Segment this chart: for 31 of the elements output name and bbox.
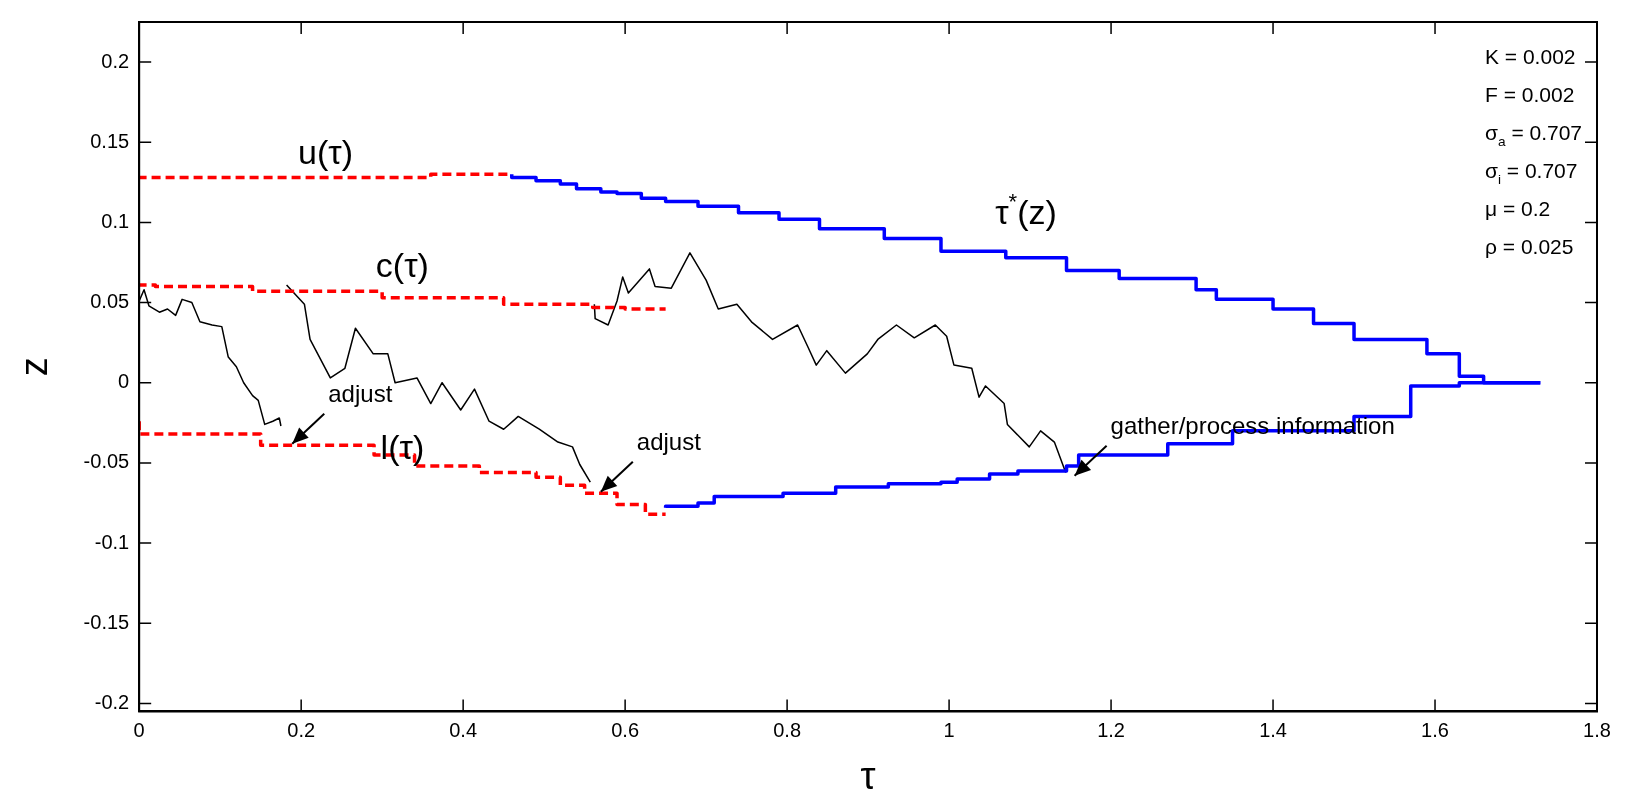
x-axis-title: τ [860, 754, 876, 797]
y-tick-label: 0.15 [90, 129, 130, 152]
y-axis-title: z [13, 357, 56, 377]
series-label: l(τ) [380, 427, 425, 466]
y-tick-label: 0.05 [90, 290, 130, 313]
series-label: u(τ) [297, 132, 353, 171]
annotation: adjust [636, 427, 702, 455]
y-tick-label: 0.2 [101, 49, 130, 72]
y-tick-label: -0.05 [83, 450, 130, 473]
x-tick-label: 0.8 [773, 718, 802, 741]
y-tick-label: 0 [118, 370, 130, 393]
series-label: τ*(z) [995, 189, 1057, 232]
y-tick-label: -0.2 [94, 690, 130, 713]
y-tick-label: 0.1 [101, 209, 130, 232]
x-tick-label: 0.4 [449, 718, 478, 741]
x-tick-label: 1 [943, 718, 955, 741]
annotation: adjust [328, 379, 393, 407]
x-tick-label: 1.6 [1421, 718, 1449, 741]
x-tick-label: 1.2 [1097, 718, 1125, 741]
x-tick-label: 0.6 [611, 718, 640, 741]
annotation: ρ = 0.025 [1485, 235, 1574, 258]
y-tick-label: -0.15 [83, 610, 130, 633]
x-tick-label: 0.2 [287, 718, 316, 741]
x-tick-label: 1.8 [1583, 718, 1611, 741]
series-label: c(τ) [375, 246, 429, 285]
annotation: K = 0.002 [1485, 45, 1576, 68]
x-tick-label: 0 [133, 718, 145, 741]
annotation: F = 0.002 [1485, 83, 1575, 106]
y-tick-label: -0.1 [94, 530, 130, 553]
x-tick-label: 1.4 [1259, 718, 1287, 741]
annotation: μ = 0.2 [1485, 197, 1551, 220]
